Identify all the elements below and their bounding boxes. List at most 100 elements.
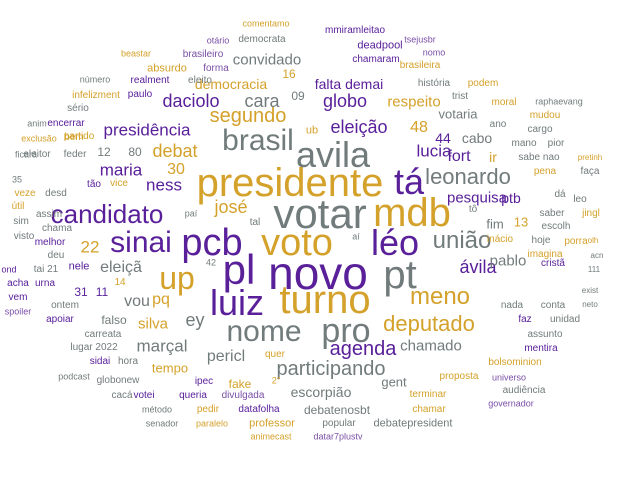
word: 30 [167,161,185,178]
word: desd [45,188,67,199]
word: meno [409,283,471,310]
word: dá [554,189,566,200]
word: veze [14,188,36,199]
word: porra [564,236,588,247]
word: participando [276,358,386,380]
word: vem [8,292,28,303]
word: 12 [97,145,111,159]
word: tempo [151,360,189,376]
word: jingl [582,208,600,219]
word: unidad [549,314,581,325]
word: tai 21 [33,264,59,275]
word: turno [279,278,371,322]
word: feder [63,149,87,160]
word: sinai [110,226,172,259]
word: união [432,227,492,254]
word: saber [539,208,565,219]
word: comentamo [242,18,290,29]
word: tão [87,179,101,190]
word: 44 [435,130,451,146]
word: raphaevang [535,96,583,107]
word: pior [547,138,565,149]
word: urna [34,278,56,289]
word: tá [393,161,425,202]
word: encerrar [47,118,85,129]
word: leo [573,194,587,205]
word: brasileira [399,60,441,71]
word: bem [64,132,84,143]
word: melhor [34,237,66,248]
word: paulo [127,89,153,100]
word: fim [486,216,504,232]
word: conta [540,300,566,311]
word: ontem [51,300,79,311]
word: cacá [111,390,133,401]
word: ano [489,119,507,130]
word: debatepresident [373,417,453,430]
word: brasil [222,124,294,157]
word: escolh [541,221,571,232]
word: fort [447,148,471,165]
word: acha [7,278,29,289]
word: respeito [387,93,441,111]
word: marçal [136,336,188,356]
word: deadpool [357,39,403,52]
word: imagina [527,249,563,260]
word: acn [590,251,604,260]
word: pro [321,312,371,350]
word: agenda [329,338,397,360]
word: carreata [84,329,122,340]
word: tsejusbr [404,34,436,45]
word: 80 [128,145,142,159]
word: chamar [412,404,446,415]
word: debatenosbt [303,403,371,417]
word: votar [273,190,367,237]
word: absurdo [147,62,187,75]
word: cara [244,91,280,111]
word: ptb [501,190,521,206]
word: partido [63,131,95,142]
word: 31 [74,285,88,299]
word: falta demai [314,76,384,92]
word: cargo [527,124,553,135]
word: neto [582,300,598,309]
word: spoiler [4,306,32,317]
word: escorpião [290,384,352,400]
word: brasileiro [182,49,224,60]
word: visto [13,231,35,242]
word: silva [137,315,169,333]
word: eleitor [23,149,51,160]
word: audiência [502,385,546,396]
word: cabo [461,130,493,146]
word: léo [370,222,420,263]
word: mentira [524,343,558,354]
word: 16 [282,67,296,81]
word: otário [206,35,230,46]
word: ir [489,149,497,165]
word: pena [533,166,557,177]
word: exist [581,286,599,295]
word: queria [179,390,207,401]
word: faça [580,166,600,177]
word: número [79,74,111,85]
word: daciolo [162,91,220,111]
word: maria [99,160,143,180]
word: pl [222,246,256,293]
word: história [417,78,451,89]
word: democrata [238,34,286,45]
word: pcb [181,222,243,264]
word: faz [518,314,532,325]
word: paralelo [195,418,229,429]
word: segundo [209,105,287,127]
word: professor [249,417,295,430]
word: hora [117,356,139,367]
word: falso [101,313,127,327]
word: sério [67,103,89,114]
word: nada [500,300,524,311]
word: exclusão [21,133,57,144]
word: luiz [209,282,265,323]
word: avila [295,134,371,175]
word: apoiar [46,314,74,325]
word: hoje [531,235,551,246]
word: bolsominion [488,357,542,368]
